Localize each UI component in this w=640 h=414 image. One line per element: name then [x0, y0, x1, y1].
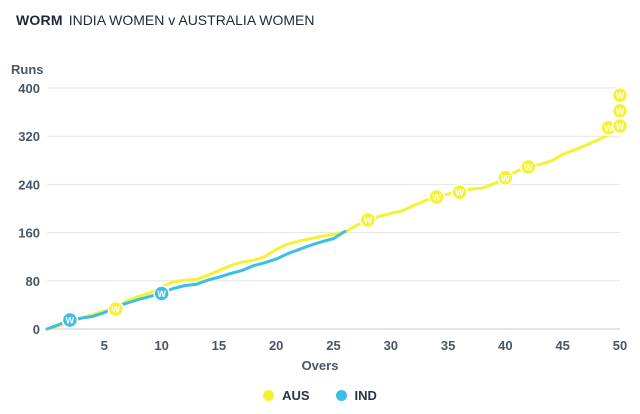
svg-text:W: W — [455, 188, 464, 198]
x-tick-label-20: 20 — [269, 338, 283, 353]
svg-text:W: W — [616, 91, 625, 101]
wicket-marker-aus-1[interactable]: W — [107, 300, 125, 318]
legend-label-aus: AUS — [282, 388, 310, 403]
wicket-marker-aus-6[interactable]: W — [520, 158, 537, 176]
y-tick-label-400: 400 — [18, 81, 40, 96]
svg-text:W: W — [524, 162, 533, 172]
svg-text:W: W — [157, 289, 166, 299]
wicket-marker-aus-5[interactable]: W — [497, 169, 514, 187]
y-tick-label-160: 160 — [18, 226, 40, 241]
wicket-marker-aus-2[interactable]: W — [359, 211, 377, 229]
svg-text:W: W — [112, 305, 121, 315]
x-axis-label: Overs — [302, 358, 339, 373]
wicket-marker-ind-1[interactable]: W — [61, 311, 79, 329]
y-tick-label-0: 0 — [33, 322, 40, 337]
grid-lines — [47, 87, 620, 282]
wicket-marker-ind-2[interactable]: W — [153, 285, 170, 302]
series-lines — [45, 127, 622, 331]
chart-title-label: WORM — [16, 12, 63, 28]
wicket-marker-aus-3[interactable]: W — [428, 188, 445, 206]
x-tick-label-10: 10 — [154, 338, 168, 353]
legend-dot-ind — [335, 390, 347, 401]
legend-dot-aus — [263, 390, 275, 401]
y-tick-label-320: 320 — [18, 129, 40, 144]
x-tick-label-50: 50 — [613, 338, 627, 353]
y-axis-label: Runs — [11, 62, 44, 77]
match-label: INDIA WOMEN v AUSTRALIA WOMEN — [68, 12, 315, 28]
x-tick-label-45: 45 — [555, 338, 569, 353]
legend-item-aus[interactable]: AUS — [263, 388, 310, 403]
legend-label-ind: IND — [354, 388, 377, 403]
x-tick-label-25: 25 — [326, 338, 340, 353]
svg-text:W: W — [66, 315, 75, 325]
x-tick-label-40: 40 — [498, 338, 512, 353]
x-tick-label-5: 5 — [101, 338, 108, 353]
wicket-marker-aus-10[interactable]: W — [611, 86, 629, 104]
legend-item-ind[interactable]: IND — [335, 388, 377, 403]
x-tick-label-35: 35 — [441, 338, 455, 353]
wicket-marker-aus-4[interactable]: W — [451, 183, 468, 201]
legend: AUS IND — [0, 388, 640, 403]
svg-text:W: W — [501, 173, 510, 183]
svg-text:W: W — [616, 121, 625, 131]
y-tick-label-80: 80 — [26, 274, 40, 289]
x-tick-label-30: 30 — [384, 338, 398, 353]
chart-title: WORM INDIA WOMEN v AUSTRALIA WOMEN — [16, 12, 315, 28]
x-tick-label-15: 15 — [212, 338, 226, 353]
wicket-marker-aus-8[interactable]: W — [611, 117, 629, 135]
series-line-aus — [45, 127, 622, 331]
svg-text:W: W — [616, 106, 625, 116]
svg-text:W: W — [604, 123, 613, 133]
wicket-marker-aus-9[interactable]: W — [611, 102, 629, 120]
y-tick-label-240: 240 — [18, 177, 40, 192]
svg-text:W: W — [364, 215, 373, 225]
svg-text:W: W — [432, 193, 441, 203]
axes: 0 80 160 240 320 400 5 10 15 20 25 30 35 40 45 50 — [18, 81, 627, 353]
series-line-ind — [45, 229, 347, 331]
